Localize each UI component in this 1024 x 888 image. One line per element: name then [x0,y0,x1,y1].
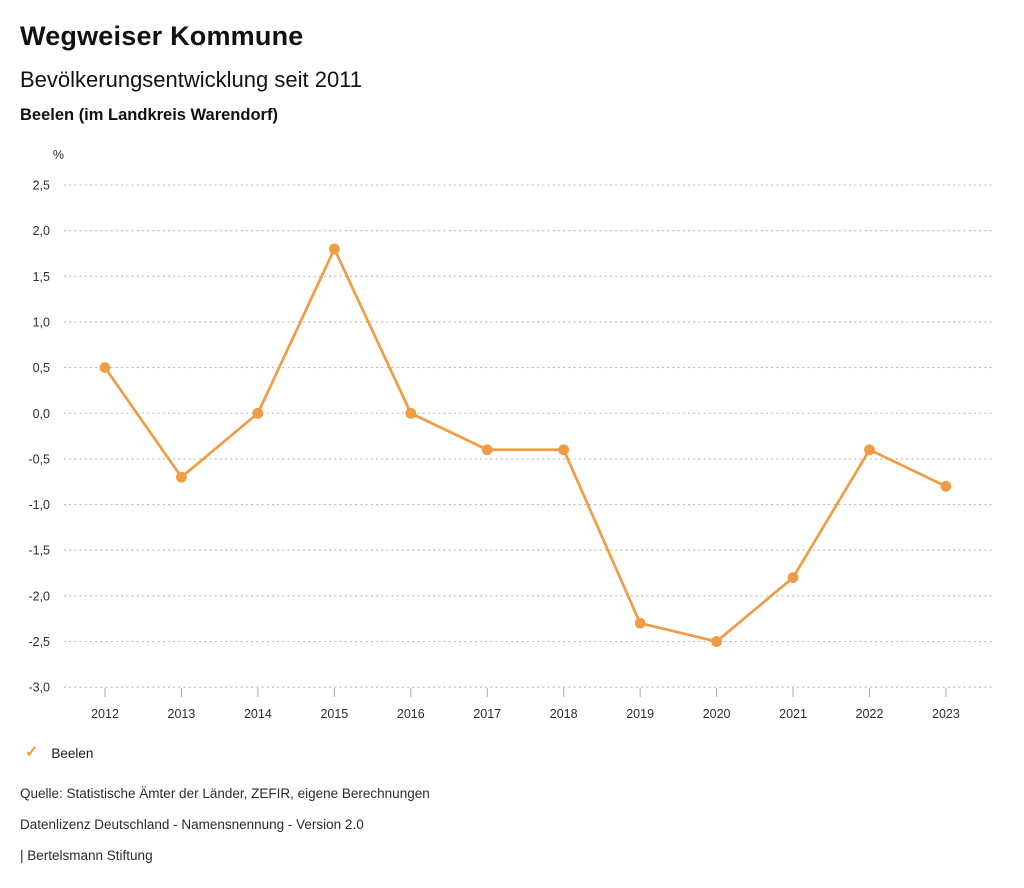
page-title: Wegweiser Kommune [20,21,304,51]
y-tick-label: 2,0 [33,224,50,238]
x-tick-label: 2016 [397,707,425,721]
y-tick-label: 1,0 [33,315,50,329]
x-tick-label: 2013 [168,707,196,721]
y-tick-label: -2,5 [28,635,50,649]
x-tick-label: 2018 [550,707,578,721]
data-point [99,362,111,373]
data-point [940,480,952,492]
attribution-text: | Bertelsmann Stiftung [20,848,153,863]
chart-svg: % 2,5 2,0 1,5 1,0 0,5 0,0 -0,5 -1,0 -1,5 -2,0 -2,5 -… [28,148,995,721]
legend-label: Beelen [51,745,94,761]
source-text: Quelle: Statistische Ämter der Länder, Z… [20,786,430,801]
x-tick-label: 2017 [473,707,501,721]
data-point [405,407,417,419]
data-line [103,247,948,643]
y-tick-label: -1,5 [28,544,50,558]
x-tick-label: 2021 [779,707,807,721]
check-icon: ✓ [25,744,39,761]
y-tick-label: -0,5 [28,452,50,466]
y-tick-label: 0,5 [33,361,50,375]
chart-area: % 2,5 2,0 1,5 1,0 0,5 0,0 -0,5 -1,0 -1,5 -2,0 -2,5 -… [0,140,1024,740]
data-point [864,444,875,456]
data-point [558,444,570,456]
y-tick-label: 0,0 [33,407,50,421]
region-label: Beelen (im Landkreis Warendorf) [20,106,278,124]
license-text: Datenlizenz Deutschland - Namensnennung … [20,817,364,832]
y-tick-label: -2,0 [28,589,50,603]
x-tick-label: 2020 [703,707,731,721]
data-point [787,572,799,583]
y-tick-label: 2,5 [33,179,50,193]
data-point [176,471,187,483]
data-point [711,636,722,647]
x-tick-label: 2019 [626,707,654,721]
x-tick-label: 2012 [91,707,119,721]
legend-item-beelen[interactable]: ✓ Beelen [25,745,93,761]
y-axis-unit-label: % [53,148,64,162]
data-point [328,243,340,255]
x-tick-label: 2023 [932,707,960,721]
y-tick-label: 1,5 [33,270,50,284]
data-point [481,444,493,456]
x-tick-label: 2015 [320,707,348,721]
x-tick-label: 2022 [856,707,884,721]
x-tick-label: 2014 [244,707,272,721]
y-tick-label: -1,0 [28,498,50,512]
data-point [634,617,646,629]
data-point [252,407,264,419]
y-tick-label: -3,0 [28,681,50,695]
chart-subtitle: Bevölkerungsentwicklung seit 2011 [20,67,363,92]
